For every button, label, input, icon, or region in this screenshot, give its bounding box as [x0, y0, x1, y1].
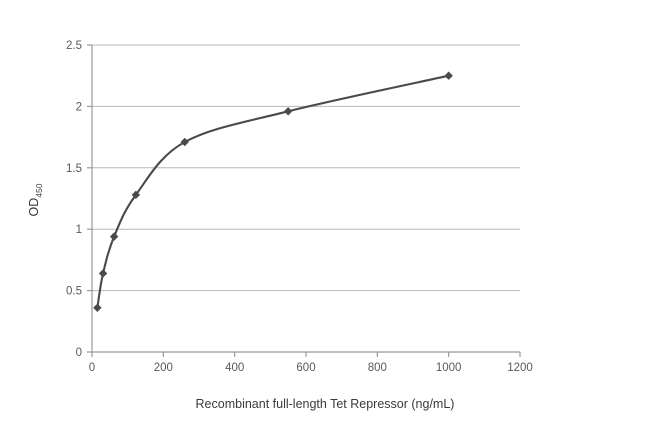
data-point-marker — [283, 107, 293, 116]
y-axis-title-group: OD450 — [27, 183, 44, 216]
x-tick-label: 0 — [89, 362, 95, 374]
data-point-marker — [180, 137, 189, 147]
x-axis-title: Recombinant full-length Tet Repressor (n… — [196, 397, 455, 411]
data-point-marker — [98, 269, 108, 278]
y-tick-label: 2.5 — [66, 40, 82, 52]
y-tick-label: 1.5 — [66, 163, 82, 175]
data-point-marker — [131, 190, 141, 200]
data-point-marker — [93, 303, 102, 312]
data-point-marker — [444, 71, 453, 80]
data-series-markers — [93, 71, 453, 312]
x-axis-ticks — [91, 352, 521, 357]
y-axis-title-main: OD — [27, 198, 41, 217]
x-tick-label: 1200 — [507, 362, 533, 374]
y-axis-title-subscript: 450 — [34, 183, 44, 197]
y-axis-ticks — [87, 44, 92, 353]
y-axis-title: OD450 — [27, 183, 44, 216]
y-axis-tick-labels: 0 0.5 1 1.5 2 2.5 — [66, 40, 82, 359]
x-tick-label: 1000 — [436, 362, 462, 374]
x-tick-label: 200 — [154, 362, 173, 374]
y-tick-label: 0.5 — [66, 286, 82, 298]
x-tick-label: 400 — [225, 362, 244, 374]
x-axis-tick-labels: 0 200 400 600 800 1000 1200 — [89, 362, 533, 374]
y-tick-label: 1 — [76, 224, 82, 236]
plot-area-background — [92, 45, 520, 352]
data-point-marker — [109, 232, 119, 241]
x-tick-label: 600 — [296, 362, 315, 374]
y-tick-label: 2 — [76, 101, 82, 113]
y-tick-label: 0 — [76, 347, 82, 359]
x-tick-label: 800 — [368, 362, 387, 374]
